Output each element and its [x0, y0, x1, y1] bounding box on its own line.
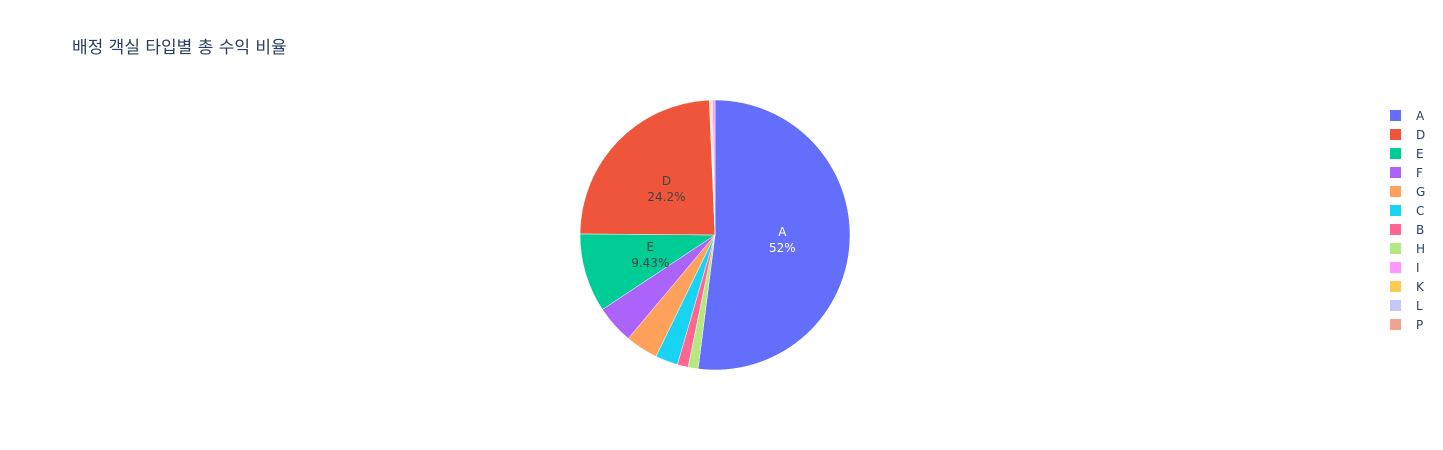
legend-item-b[interactable]: B	[1390, 220, 1425, 239]
legend-swatch	[1390, 129, 1401, 140]
legend-label: F	[1416, 165, 1423, 180]
legend-item-e[interactable]: E	[1390, 144, 1425, 163]
legend-item-d[interactable]: D	[1390, 125, 1425, 144]
legend-item-f[interactable]: F	[1390, 163, 1425, 182]
legend-label: L	[1416, 298, 1423, 313]
pie-slice-d[interactable]	[579, 99, 716, 236]
slice-label-e: E	[646, 240, 654, 254]
legend-label: B	[1416, 222, 1425, 237]
legend-swatch	[1390, 300, 1401, 311]
chart-title: 배정 객실 타입별 총 수익 비율	[72, 38, 287, 58]
legend-label: P	[1416, 317, 1424, 332]
slice-percent-a: 52%	[769, 241, 796, 255]
legend-item-i[interactable]: I	[1390, 258, 1425, 277]
pie-slice-e[interactable]	[579, 233, 716, 310]
legend-swatch	[1390, 281, 1401, 292]
legend-label: H	[1416, 241, 1426, 256]
legend-item-l[interactable]: L	[1390, 296, 1425, 315]
legend-swatch	[1390, 205, 1401, 216]
legend-swatch	[1390, 243, 1401, 254]
legend-item-a[interactable]: A	[1390, 106, 1425, 125]
legend-item-p[interactable]: P	[1390, 315, 1425, 334]
legend-swatch	[1390, 110, 1401, 121]
legend-label: I	[1416, 260, 1420, 275]
legend-swatch	[1390, 167, 1401, 178]
slice-label-d: D	[662, 174, 671, 188]
legend-label: E	[1416, 146, 1424, 161]
legend-label: A	[1416, 108, 1425, 123]
legend-label: D	[1416, 127, 1426, 142]
legend-swatch	[1390, 319, 1401, 330]
legend-item-g[interactable]: G	[1390, 182, 1425, 201]
slice-label-a: A	[778, 225, 787, 239]
legend-item-k[interactable]: K	[1390, 277, 1425, 296]
legend-swatch	[1390, 262, 1401, 273]
legend-label: C	[1416, 203, 1425, 218]
slice-percent-e: 9.43%	[631, 256, 669, 270]
pie-slice-i[interactable]	[712, 99, 716, 236]
legend-swatch	[1390, 148, 1401, 159]
pie-slice-a[interactable]	[697, 99, 851, 371]
legend-swatch	[1390, 186, 1401, 197]
legend-item-h[interactable]: H	[1390, 239, 1425, 258]
legend-label: K	[1416, 279, 1424, 294]
legend-item-c[interactable]: C	[1390, 201, 1425, 220]
slice-percent-d: 24.2%	[647, 190, 685, 204]
legend-swatch	[1390, 224, 1401, 235]
legend-label: G	[1416, 184, 1426, 199]
